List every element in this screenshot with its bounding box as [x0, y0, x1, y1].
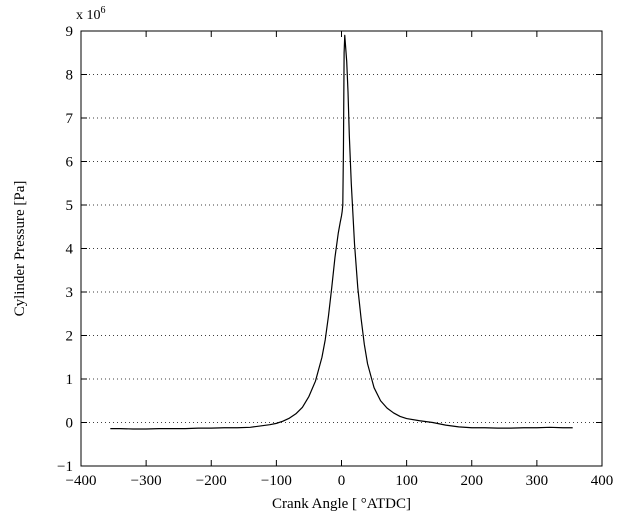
x-tick-label: −200	[196, 473, 227, 489]
tick-labels: −1 0 1 2 3 4 5 6 7 8 9 −400 −300 −200 −100 0 100 200 300 40…	[57, 24, 613, 489]
ticks	[80, 30, 603, 467]
series-line	[110, 34, 573, 430]
y-tick-label: 1	[66, 372, 74, 388]
y-tick-label: 4	[66, 242, 74, 258]
y-tick-label: 5	[66, 198, 74, 214]
y-tick-label: 3	[66, 285, 74, 301]
x-tick-label: −100	[261, 473, 292, 489]
y-tick-label: 6	[66, 155, 74, 171]
y-tick-label: 2	[66, 329, 74, 345]
y-multiplier-label: x 106	[76, 5, 106, 23]
x-tick-label: 300	[526, 473, 549, 489]
y-multiplier-exponent: 6	[101, 5, 106, 16]
y-axis-label: Cylinder Pressure [Pa]	[12, 181, 28, 317]
y-tick-label: 7	[66, 111, 74, 127]
y-tick-label: 0	[66, 416, 74, 432]
x-tick-label: 100	[395, 473, 418, 489]
y-tick-label: −1	[57, 459, 73, 475]
x-tick-label: 400	[591, 473, 614, 489]
y-tick-label: 9	[66, 24, 74, 40]
grid	[81, 74, 602, 423]
x-axis-label: Crank Angle [ °ATDC]	[272, 496, 411, 512]
y-tick-label: 8	[66, 68, 74, 84]
series	[110, 34, 573, 430]
x-tick-label: 0	[338, 473, 346, 489]
x-tick-label: −400	[66, 473, 97, 489]
x-tick-label: 200	[461, 473, 484, 489]
x-tick-label: −300	[131, 473, 162, 489]
y-multiplier-base: x 10	[76, 8, 101, 23]
